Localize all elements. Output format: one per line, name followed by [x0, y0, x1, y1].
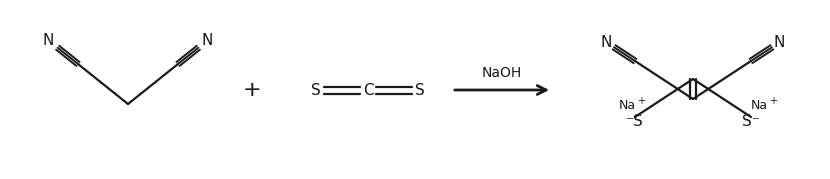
Text: N: N — [42, 33, 54, 48]
Text: N: N — [601, 35, 613, 50]
Text: +: + — [769, 96, 777, 106]
Text: N: N — [774, 35, 785, 50]
Text: S: S — [311, 83, 321, 98]
Text: C: C — [363, 83, 374, 98]
Text: N: N — [202, 33, 213, 48]
Text: S: S — [415, 83, 425, 98]
Text: +: + — [242, 80, 261, 100]
Text: S⁻: S⁻ — [742, 113, 760, 129]
Text: NaOH: NaOH — [482, 66, 522, 80]
Text: Na: Na — [618, 98, 636, 112]
Text: +: + — [637, 96, 645, 106]
Text: ⁻S: ⁻S — [626, 113, 644, 129]
Text: Na: Na — [750, 98, 768, 112]
